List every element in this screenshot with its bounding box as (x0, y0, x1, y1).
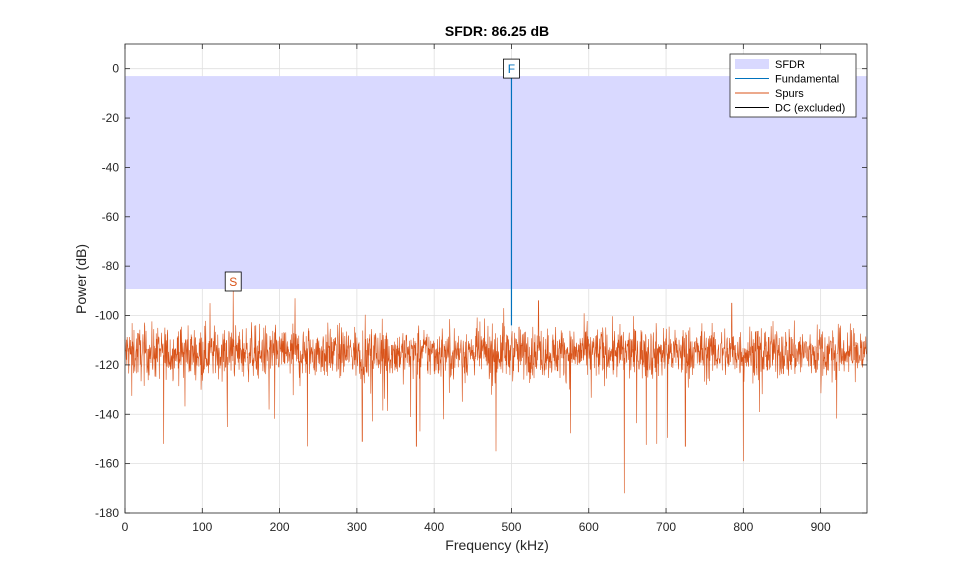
fundamental-marker-label: F (508, 62, 515, 76)
y-tick-label: -40 (102, 160, 120, 174)
x-axis: 0 100 200 300 400 500 600 700 800 900 (122, 44, 831, 534)
legend-label-0: SFDR (775, 59, 805, 71)
y-tick-label: -120 (95, 358, 119, 372)
x-tick-label: 300 (347, 520, 367, 534)
x-tick-label: 100 (192, 520, 212, 534)
x-tick-label: 200 (270, 520, 290, 534)
plot-frame (124, 43, 868, 514)
spur-marker-label: S (229, 275, 237, 289)
fundamental-marker: F (503, 58, 520, 79)
y-tick-label: -80 (102, 259, 120, 273)
x-tick-label: 800 (733, 520, 753, 534)
legend: SFDR Fundamental Spurs DC (excluded) (729, 53, 857, 118)
x-tick-label: 400 (424, 520, 444, 534)
y-axis: 0 -20 -40 -60 -80 -100 -120 -140 -160 -180 (95, 62, 867, 520)
x-tick-label: 500 (501, 520, 521, 534)
spur-marker-box (224, 271, 242, 292)
legend-swatch-0 (735, 59, 769, 69)
y-tick-label: -100 (95, 309, 119, 323)
y-tick-label: -180 (95, 506, 119, 520)
chart-title: SFDR: 86.25 dB (445, 23, 549, 39)
x-axis-label: Frequency (kHz) (445, 537, 548, 553)
legend-label-1: Fundamental (775, 74, 839, 86)
x-tick-label: 0 (122, 520, 129, 534)
x-tick-label: 600 (579, 520, 599, 534)
y-tick-label: -160 (95, 457, 119, 471)
x-tick-label: 700 (656, 520, 676, 534)
spur-marker: S (224, 271, 242, 292)
spurs-noise-trace (124, 288, 868, 494)
legend-label-2: Spurs (775, 88, 804, 100)
y-tick-label: 0 (112, 62, 119, 76)
x-tick-label: 900 (811, 520, 831, 534)
y-tick-label: -140 (95, 407, 119, 421)
y-tick-label: -60 (102, 210, 120, 224)
legend-label-3: DC (excluded) (775, 103, 845, 115)
y-tick-label: -20 (102, 111, 120, 125)
fundamental-marker-box (503, 58, 520, 79)
y-axis-label: Power (dB) (73, 244, 89, 314)
